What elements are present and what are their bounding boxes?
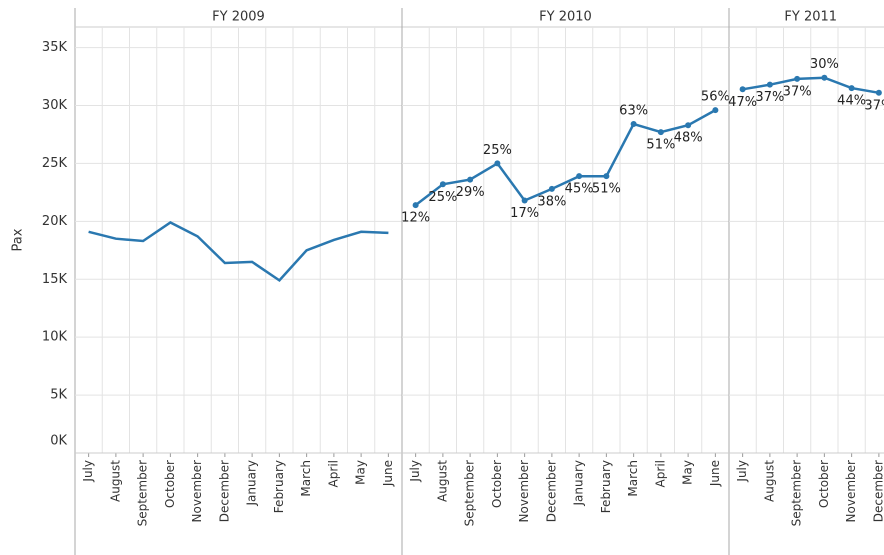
point: [766, 81, 773, 88]
point: [412, 202, 419, 209]
y-tick-label: 15K: [42, 272, 68, 287]
point: [657, 129, 664, 136]
y-tick-label: 20K: [42, 214, 68, 229]
point: [739, 86, 746, 93]
x-tick-label: September: [463, 460, 477, 526]
line: [742, 76, 880, 95]
panel-title: FY 2011: [784, 10, 837, 25]
data-label: 51%: [592, 182, 621, 197]
data-label: 37%: [864, 98, 884, 113]
data-label: 17%: [510, 206, 539, 221]
x-tick-label: November: [190, 460, 204, 522]
data-label: 63%: [619, 104, 648, 119]
y-tick-label: 10K: [42, 330, 68, 345]
x-tick-label: June: [381, 460, 395, 487]
x-tick-label: July: [81, 460, 95, 483]
point: [521, 197, 528, 204]
x-tick-label: August: [435, 460, 449, 502]
x-tick-label: November: [844, 460, 858, 522]
data-label: 45%: [565, 182, 594, 197]
x-tick-label: December: [871, 460, 884, 522]
x-tick-label: September: [136, 460, 150, 526]
data-label: 38%: [537, 194, 566, 209]
data-label: 37%: [755, 90, 784, 105]
data-label: 48%: [674, 131, 703, 146]
panel-title: FY 2010: [539, 10, 592, 25]
x-tick-label: May: [354, 460, 368, 485]
data-label: 47%: [728, 95, 757, 110]
data-label: 37%: [783, 84, 812, 99]
line: [414, 109, 717, 207]
point: [603, 173, 610, 180]
x-tick-label: October: [163, 460, 177, 508]
data-label: 25%: [483, 143, 512, 158]
data-label: 44%: [837, 94, 866, 109]
x-tick-label: September: [790, 460, 804, 526]
point: [467, 176, 474, 183]
data-label: 56%: [701, 90, 730, 105]
x-tick-label: February: [272, 460, 286, 513]
x-tick-label: July: [735, 460, 749, 483]
panel-title: FY 2009: [212, 10, 265, 25]
y-tick-label: 25K: [42, 156, 68, 171]
data-label: 30%: [810, 57, 839, 72]
y-tick-label: 30K: [42, 98, 68, 113]
point: [439, 181, 446, 188]
x-tick-label: June: [708, 460, 722, 487]
point: [712, 107, 719, 114]
point: [821, 74, 828, 81]
data-label: 29%: [456, 185, 485, 200]
point: [630, 121, 637, 128]
x-tick-label: August: [762, 460, 776, 502]
point: [875, 89, 882, 96]
y-axis-label: Pax: [11, 228, 26, 251]
x-tick-label: March: [626, 460, 640, 497]
point: [548, 185, 555, 192]
x-tick-label: January: [245, 460, 259, 507]
x-tick-label: October: [490, 460, 504, 508]
x-tick-label: August: [108, 460, 122, 502]
x-tick-label: May: [681, 460, 695, 485]
point: [494, 160, 501, 167]
data-label: 12%: [401, 211, 430, 226]
point: [685, 122, 692, 129]
x-tick-label: April: [653, 460, 667, 487]
x-tick-label: April: [326, 460, 340, 487]
data-label: 25%: [428, 190, 457, 205]
y-tick-label: 5K: [50, 388, 67, 403]
x-tick-label: October: [817, 460, 831, 508]
y-tick-label: 35K: [42, 40, 68, 55]
x-tick-label: December: [544, 460, 558, 522]
x-tick-label: January: [572, 460, 586, 507]
x-tick-label: March: [299, 460, 313, 497]
x-tick-label: February: [599, 460, 613, 513]
point: [576, 173, 583, 180]
point: [848, 85, 855, 92]
x-tick-label: July: [408, 460, 422, 483]
line: [88, 221, 389, 283]
y-tick-label: 0K: [50, 434, 67, 449]
x-tick-label: November: [517, 460, 531, 522]
x-tick-label: December: [217, 460, 231, 522]
point: [794, 75, 801, 82]
data-label: 51%: [646, 138, 675, 153]
